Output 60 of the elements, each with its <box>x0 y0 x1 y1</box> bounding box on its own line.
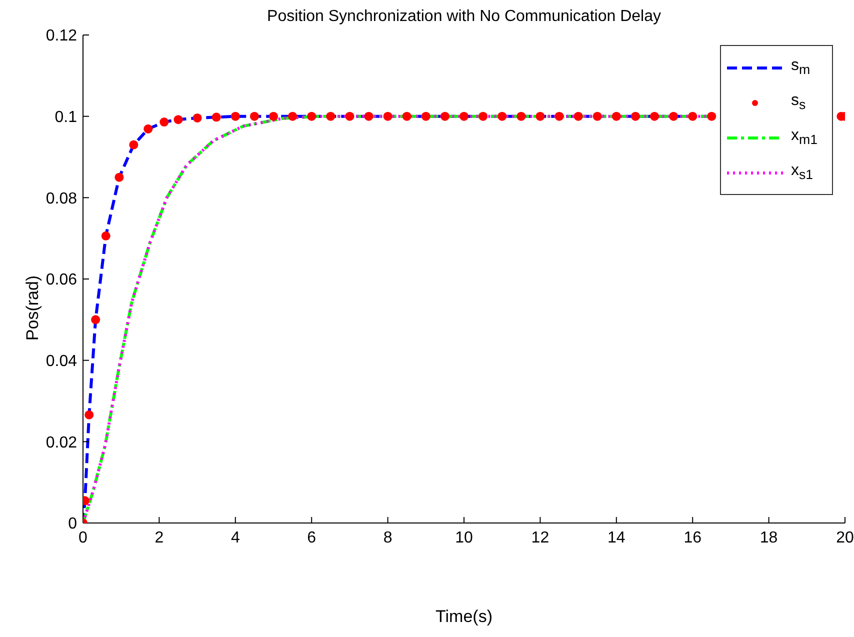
point <box>307 112 316 121</box>
point <box>250 112 259 121</box>
point <box>688 112 698 121</box>
point <box>574 112 583 121</box>
point <box>174 115 183 124</box>
point <box>160 118 169 127</box>
x-tick-label: 12 <box>531 529 550 546</box>
point <box>669 112 678 121</box>
point <box>326 112 336 121</box>
legend-label: x$_{s1}$ <box>791 162 814 183</box>
x-tick-label: 18 <box>760 529 778 546</box>
y-tick-label: 0.04 <box>46 353 78 370</box>
y-tick-label: 0.08 <box>46 190 78 208</box>
point <box>516 112 526 121</box>
y-tick-label: 0.06 <box>46 272 78 289</box>
y-tick-label: 0.02 <box>46 434 78 452</box>
x-tick-label: 4 <box>230 529 240 546</box>
y-tick-label: 0.1 <box>54 109 78 126</box>
point <box>707 112 716 121</box>
x-tick-label: 10 <box>455 529 473 546</box>
point <box>592 112 602 121</box>
point <box>212 112 221 122</box>
point <box>630 112 640 121</box>
x-tick-label: 6 <box>307 529 316 546</box>
x-tick-label: 8 <box>383 529 392 546</box>
point <box>402 112 412 121</box>
point <box>650 112 660 121</box>
y-tick-label: 0 <box>68 516 78 533</box>
chart-title: Position Synchronization with No Communication Delay <box>266 8 662 26</box>
point <box>84 410 94 420</box>
x-axis-title: Time(s) <box>436 607 492 626</box>
point <box>288 112 298 121</box>
point <box>129 140 138 150</box>
legend-label: x$_{m1}$ <box>791 127 818 148</box>
point <box>498 112 507 121</box>
x-tick-label: 14 <box>608 529 626 546</box>
point <box>230 112 240 121</box>
legend-label: s$_{m}$ <box>791 57 810 78</box>
x-tick-label: 20 <box>836 529 854 546</box>
point <box>612 112 621 121</box>
point <box>268 112 278 121</box>
point <box>114 172 124 182</box>
point <box>91 315 100 324</box>
legend-label: s$_{s}$ <box>791 92 806 113</box>
x-tick-label: 16 <box>684 529 702 546</box>
point <box>383 112 392 121</box>
y-axis-title: Pos(rad) <box>23 275 42 341</box>
point <box>192 113 202 122</box>
point <box>364 112 374 121</box>
point <box>345 112 354 121</box>
point <box>101 231 110 240</box>
x-tick-label: 2 <box>154 529 164 546</box>
point <box>144 124 153 134</box>
point <box>554 112 564 121</box>
point <box>421 112 430 121</box>
point <box>478 112 488 121</box>
point <box>459 112 469 121</box>
point <box>440 112 450 121</box>
y-tick-label: 0.12 <box>46 28 78 45</box>
point <box>536 112 545 121</box>
